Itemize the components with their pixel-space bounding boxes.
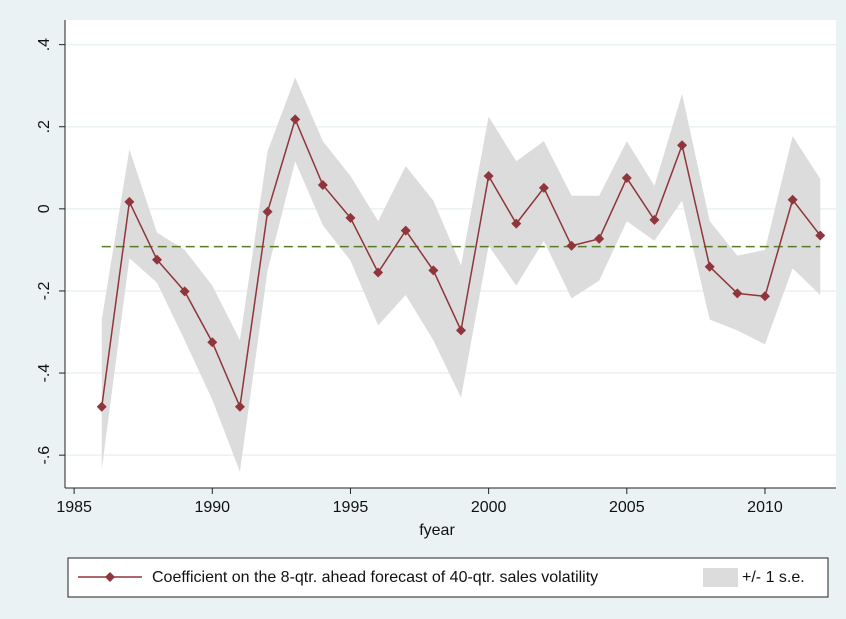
x-tick-label: 2000 bbox=[471, 499, 507, 516]
y-tick-label: .4 bbox=[36, 38, 53, 51]
marker bbox=[456, 325, 467, 336]
marker bbox=[124, 196, 135, 207]
y-tick-label: -.2 bbox=[36, 282, 53, 301]
marker bbox=[317, 180, 328, 191]
legend-swatch bbox=[703, 568, 738, 587]
marker bbox=[262, 206, 273, 217]
marker bbox=[400, 225, 411, 236]
marker bbox=[373, 267, 384, 278]
marker bbox=[677, 140, 688, 151]
marker bbox=[290, 114, 301, 125]
y-tick-label: -.6 bbox=[36, 446, 53, 465]
marker bbox=[207, 337, 218, 348]
marker bbox=[428, 265, 439, 276]
y-tick-label: .2 bbox=[36, 120, 53, 133]
x-tick-label: 1990 bbox=[194, 499, 230, 516]
marker bbox=[96, 401, 107, 412]
legend-label: Coefficient on the 8-qtr. ahead forecast… bbox=[152, 569, 598, 586]
legend-marker bbox=[105, 572, 115, 582]
marker bbox=[649, 214, 660, 225]
error-band bbox=[101, 77, 821, 472]
x-tick-label: 2010 bbox=[747, 499, 783, 516]
x-tick-label: 1985 bbox=[56, 499, 92, 516]
y-tick-label: 0 bbox=[36, 204, 53, 213]
x-axis-label: fyear bbox=[419, 522, 455, 539]
marker bbox=[621, 173, 632, 184]
marker bbox=[759, 291, 770, 302]
marker bbox=[345, 212, 356, 223]
legend-label: +/- 1 s.e. bbox=[742, 569, 805, 586]
marker bbox=[511, 218, 522, 229]
y-tick-label: -.4 bbox=[36, 364, 53, 383]
x-tick-label: 1995 bbox=[333, 499, 369, 516]
marker bbox=[538, 182, 549, 193]
legend bbox=[67, 557, 829, 598]
marker bbox=[787, 194, 798, 205]
marker bbox=[483, 171, 494, 181]
marker bbox=[815, 230, 826, 241]
marker bbox=[179, 286, 190, 297]
marker bbox=[732, 288, 743, 299]
marker bbox=[594, 233, 605, 244]
marker bbox=[566, 240, 577, 251]
x-tick-label: 2005 bbox=[609, 499, 645, 516]
marker bbox=[704, 261, 715, 272]
marker bbox=[152, 254, 163, 265]
marker bbox=[234, 401, 245, 412]
